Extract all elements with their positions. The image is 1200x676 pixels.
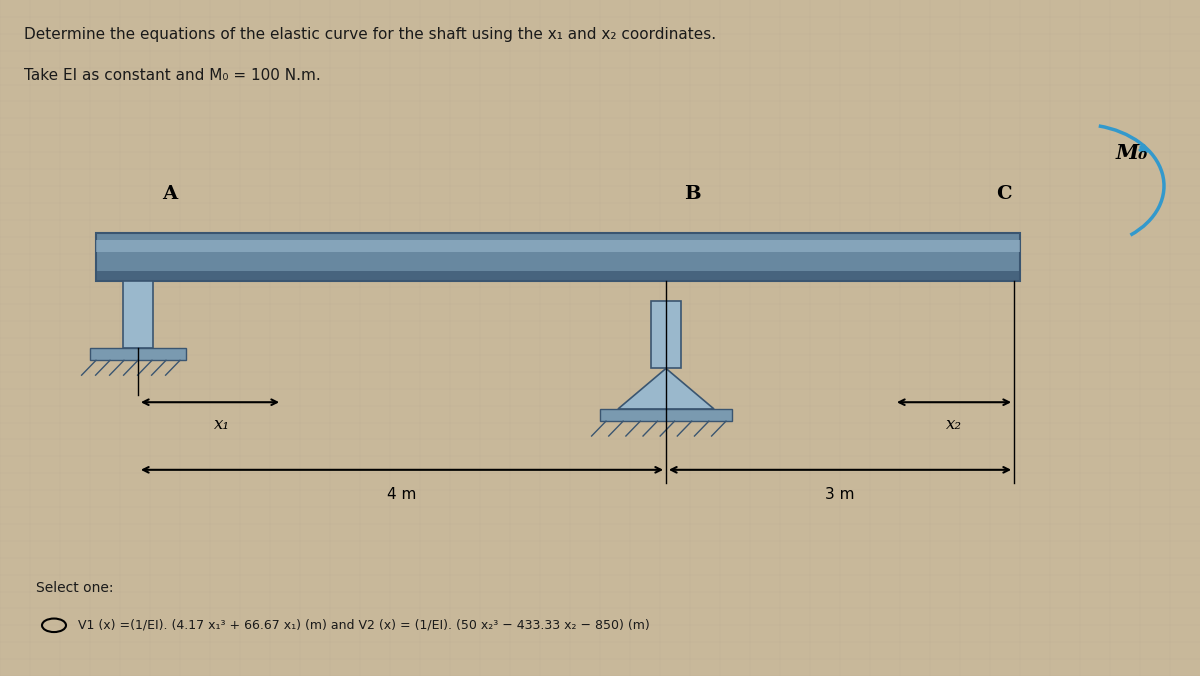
Text: x₁: x₁ <box>214 416 230 433</box>
Polygon shape <box>618 368 714 409</box>
Bar <box>652 301 682 368</box>
Text: A: A <box>162 185 178 203</box>
Text: B: B <box>684 185 701 203</box>
Bar <box>96 241 1020 252</box>
Bar <box>124 281 154 348</box>
Text: Determine the equations of the elastic curve for the shaft using the x₁ and x₂ c: Determine the equations of the elastic c… <box>24 27 716 42</box>
Text: x₂: x₂ <box>946 416 962 433</box>
Text: Take EI as constant and M₀ = 100 N.m.: Take EI as constant and M₀ = 100 N.m. <box>24 68 320 82</box>
Text: V1 (x) =(1/EI). (4.17 x₁³ + 66.67 x₁) (m) and V2 (x) = (1/EI). (50 x₂³ − 433.33 : V1 (x) =(1/EI). (4.17 x₁³ + 66.67 x₁) (m… <box>78 619 649 632</box>
Text: 4 m: 4 m <box>388 487 416 502</box>
Text: 3 m: 3 m <box>826 487 854 502</box>
Bar <box>96 233 1020 281</box>
Bar <box>96 271 1020 281</box>
Bar <box>90 348 186 360</box>
Text: M₀: M₀ <box>1116 143 1148 163</box>
Text: C: C <box>996 185 1012 203</box>
Bar <box>600 409 732 421</box>
Text: Select one:: Select one: <box>36 581 114 595</box>
